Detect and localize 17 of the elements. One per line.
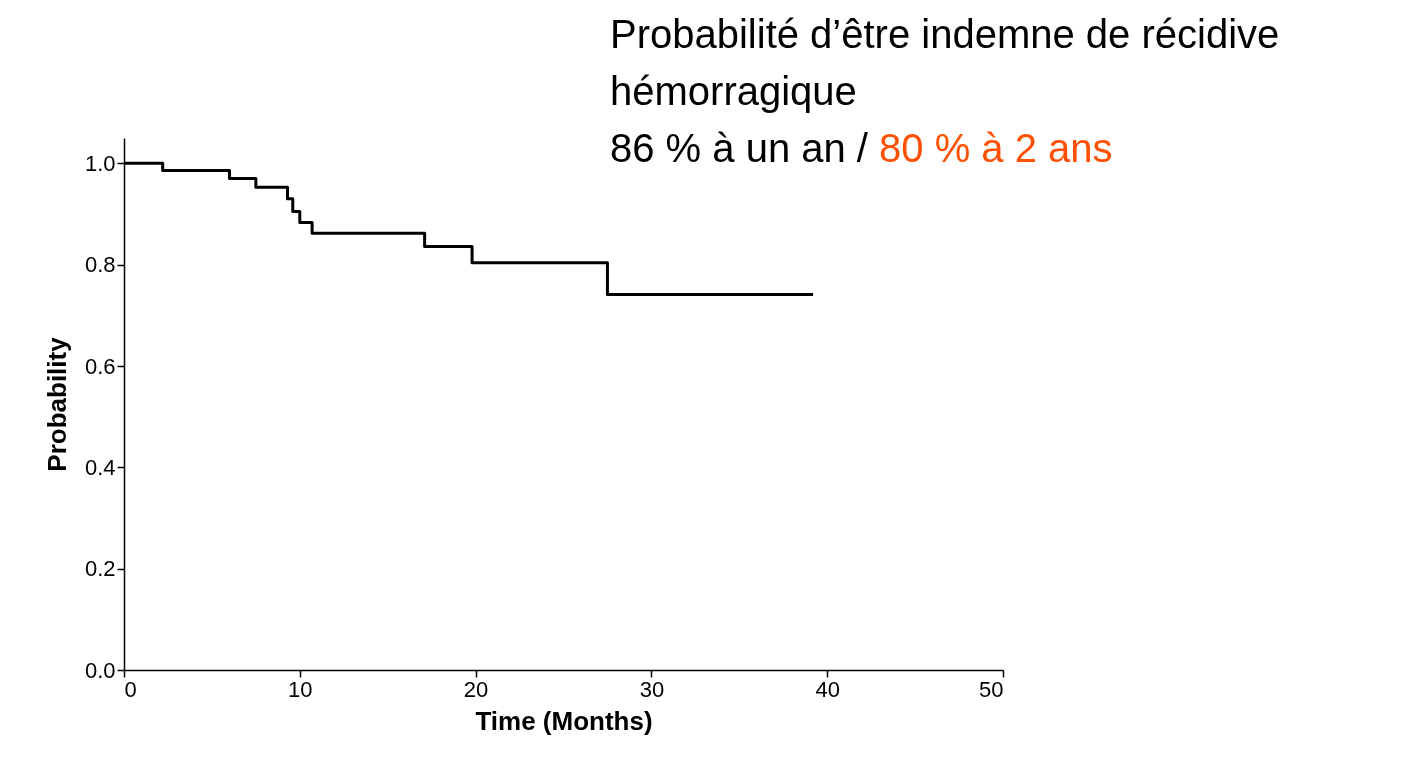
chart-title: Probabilité d’être indemne de récidive hémorragique: [610, 12, 1280, 113]
x-tick-label: 10: [288, 676, 313, 702]
x-tick-label: 40: [815, 676, 840, 702]
annotation: 86 % à un an /: [610, 126, 869, 170]
y-axis-title: Probability: [41, 336, 72, 472]
y-tick-label: 0.6: [84, 353, 116, 379]
y-tick-label: 0.4: [84, 454, 116, 480]
x-tick-label: 30: [639, 676, 665, 702]
annotation: 80 % à 2 ans: [879, 126, 1113, 170]
x-tick-label: 50: [979, 676, 1004, 702]
x-tick-label: 0: [124, 676, 137, 702]
y-tick-label: 0.2: [84, 556, 116, 582]
y-tick-label: 1.0: [84, 150, 116, 176]
y-tick-label: 0.8: [84, 252, 116, 278]
x-axis-title: Time (Months): [475, 705, 653, 736]
x-tick-label: 20: [463, 676, 489, 702]
y-tick-label: 0.0: [84, 657, 116, 683]
